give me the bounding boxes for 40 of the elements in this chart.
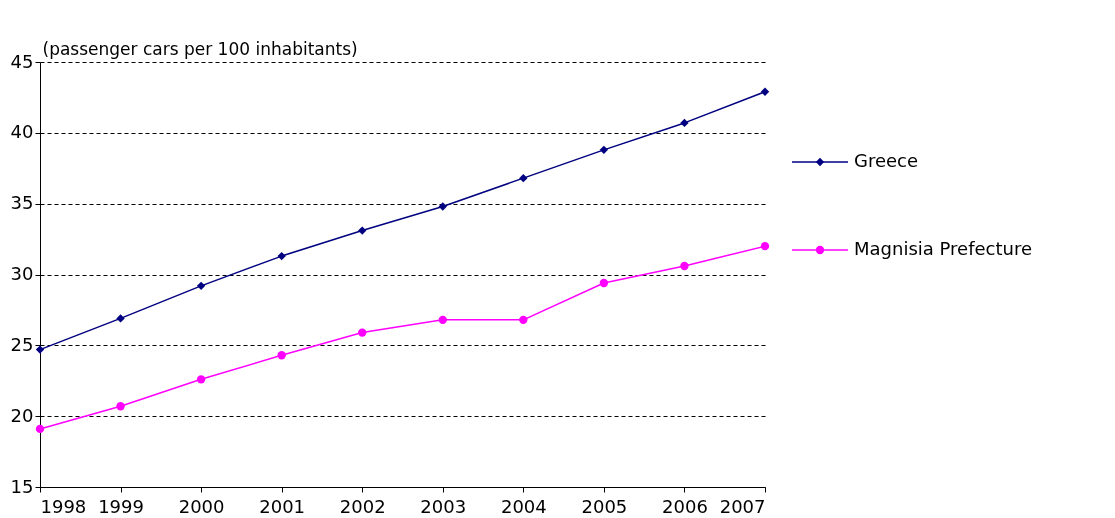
x-tick-label: 2003 — [420, 495, 467, 517]
point — [519, 315, 528, 325]
y-tick-label: 40 — [10, 121, 34, 143]
point — [116, 402, 125, 411]
y-tick-label: 25 — [10, 333, 34, 355]
point — [35, 424, 45, 434]
point — [519, 173, 528, 183]
point — [196, 375, 206, 384]
x-tick-label: 2007 — [719, 495, 766, 517]
x-tick-label: 2001 — [259, 495, 306, 517]
x-tick-label: 1999 — [98, 495, 144, 517]
y-tick-label: 20 — [10, 404, 34, 426]
x-tick-label: 2006 — [662, 495, 708, 517]
y-tick-label: 35 — [10, 192, 34, 214]
point — [438, 202, 447, 211]
y-tick-label: 45 — [10, 50, 34, 72]
x-tick-label: 1998 — [40, 495, 87, 517]
x-tick-label: 2000 — [178, 495, 225, 517]
point — [438, 315, 447, 325]
point — [358, 328, 367, 337]
point — [760, 241, 770, 251]
point — [277, 351, 286, 360]
legend-label: Greece — [854, 150, 919, 171]
point — [116, 314, 125, 323]
y-tick-label: 15 — [10, 475, 34, 497]
x-tick-label: 2004 — [500, 495, 547, 517]
point — [277, 251, 286, 261]
legend-label: Magnisia Prefecture — [854, 238, 1032, 259]
y-tick-label: 30 — [10, 263, 34, 284]
y-axis-title: (passenger cars per 100 inhabitants) — [42, 38, 358, 59]
point — [196, 281, 206, 291]
point — [599, 145, 609, 155]
point — [760, 87, 770, 96]
point — [599, 278, 609, 288]
x-tick-label: 2002 — [339, 495, 386, 517]
point — [35, 345, 45, 354]
point — [680, 118, 689, 128]
x-tick-label: 2005 — [581, 495, 628, 517]
point — [680, 261, 689, 271]
point — [358, 226, 367, 235]
